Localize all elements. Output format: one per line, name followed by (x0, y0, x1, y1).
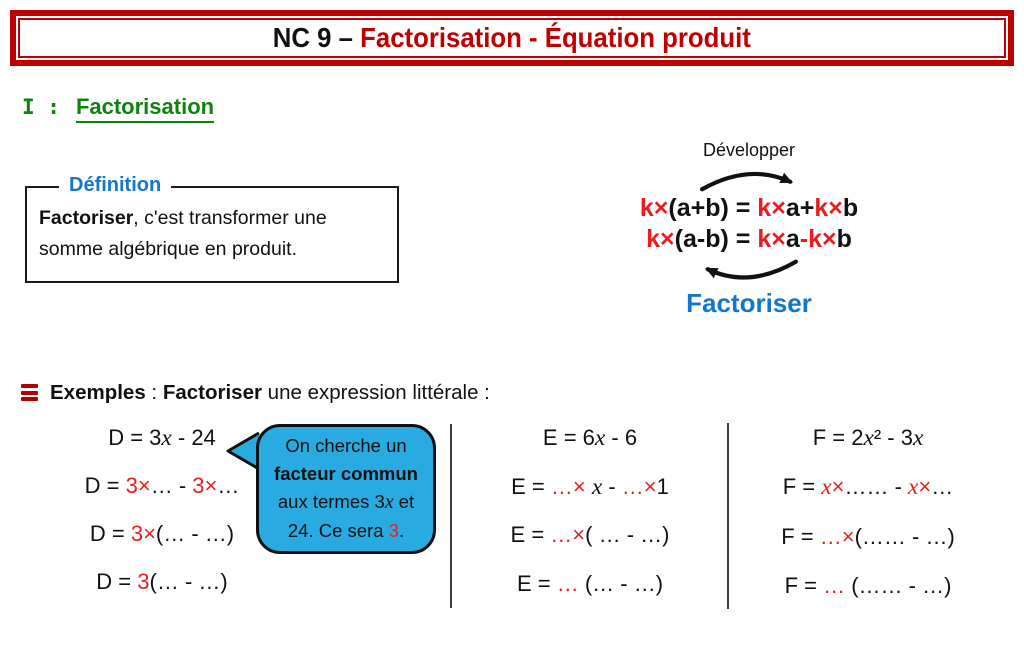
bubble-line: 24. Ce sera 3. (287, 520, 405, 541)
title-banner: NC 9 – Factorisation - Équation produit (10, 10, 1014, 66)
formula-row-e1: E = 6x - 6 (542, 425, 638, 451)
bubble-line: On cherche un (285, 435, 407, 456)
column-e: E = 6x - 6 E = …× x - …×1 E = …×( … - …)… (468, 424, 712, 598)
examples-title: Exemples : Factoriser une expression lit… (50, 381, 490, 404)
title-banner-inner: NC 9 – Factorisation - Équation produit (18, 18, 1006, 58)
page-title: NC 9 – Factorisation - Équation produit (272, 22, 752, 53)
column-divider-2 (727, 423, 729, 609)
definition-text: Factoriser, c'est transformer une somme … (39, 207, 327, 260)
formula-row-e2: E = …× x - …×1 (511, 473, 669, 500)
formula-row-f1: F = 2x² - 3x (812, 425, 924, 451)
formula-row-e3: E = …×( … - …) (510, 522, 670, 548)
factorise-arrow-icon (705, 259, 798, 280)
develop-arrow-icon (700, 171, 793, 192)
definition-box: Définition Factoriser, c'est transformer… (25, 174, 399, 283)
identity-line-1: k×(a+b) = k×a+k×b (639, 194, 859, 222)
develop-label: Développer (702, 140, 796, 160)
formula-row-d2: D = 3×… - 3×… (84, 473, 240, 498)
column-f: F = 2x² - 3x F = x×…… - x×… F = …×(…… - … (746, 424, 990, 600)
factoriser-label: Factoriser (686, 288, 812, 318)
formula-row-d1: D = 3x - 24 (108, 425, 216, 451)
section-heading: I : Factorisation (22, 94, 215, 123)
speech-bubble: On cherche un facteur commun aux termes … (256, 424, 436, 554)
section-title: Factorisation (75, 94, 215, 123)
formula-row-f4: F = … (…… - …) (784, 572, 952, 598)
formula-row-d4: D = 3(… - …) (96, 569, 228, 594)
bubble-line: facteur commun (274, 463, 418, 484)
identity-line-2: k×(a-b) = k×a-k×b (646, 225, 852, 253)
section-numeral: I : (22, 95, 60, 119)
definition-label: Définition (59, 174, 172, 197)
bubble-line: aux termes 3x et (277, 491, 415, 513)
develop-factor-diagram: Développer k×(a+b) = k×a+k×b k×(a-b) = k… (608, 140, 890, 319)
list-bullet-icon (21, 384, 38, 404)
column-divider-1 (450, 424, 452, 608)
formula-row-d3: D = 3×(… - …) (89, 521, 235, 546)
speech-bubble-tail-icon (226, 431, 260, 471)
formula-row-f2: F = x×…… - x×… (782, 474, 954, 501)
column-d: D = 3x - 24 D = 3×… - 3×… D = 3×(… - …) … (62, 424, 262, 596)
formula-row-e4: E = … (… - …) (516, 570, 664, 596)
examples-header: Exemples : Factoriser une expression lit… (21, 381, 490, 405)
formula-row-f3: F = …×(…… - …) (781, 523, 955, 549)
